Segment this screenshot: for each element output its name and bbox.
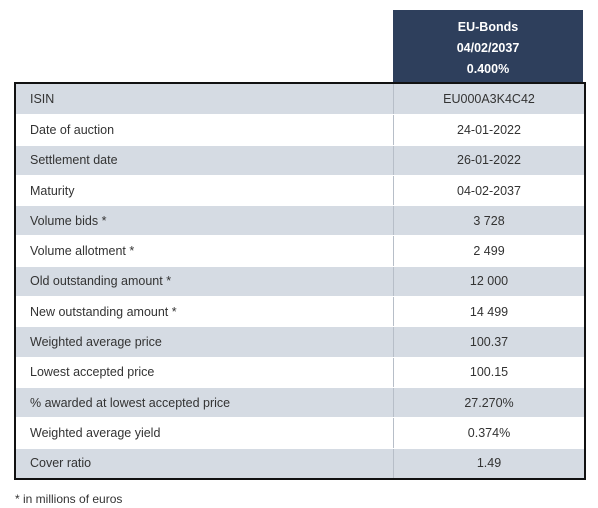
- table-row: Settlement date 26-01-2022: [16, 144, 584, 175]
- row-value: 27.270%: [464, 395, 514, 410]
- row-label: Settlement date: [16, 145, 394, 175]
- row-label: ISIN: [16, 84, 394, 115]
- row-value: 2 499: [473, 244, 505, 259]
- bond-header: EU-Bonds 04/02/2037 0.400%: [393, 10, 583, 83]
- table-row: Volume allotment * 2 499: [16, 235, 584, 266]
- row-value: 14 499: [469, 304, 509, 319]
- header-line: 04/02/2037: [456, 41, 520, 55]
- table-row: % awarded at lowest accepted price 27.270…: [16, 386, 584, 418]
- row-value: 100.15: [469, 365, 509, 380]
- table-row: ISIN EU000A3K4C42: [16, 84, 584, 115]
- row-label: Old outstanding amount *: [16, 266, 394, 297]
- table-row: Cover ratio 1.49: [16, 447, 584, 478]
- row-label: Volume allotment *: [16, 236, 394, 266]
- row-value: 0.374%: [467, 425, 511, 440]
- table-row: Weighted average price 100.37: [16, 326, 584, 357]
- row-label: % awarded at lowest accepted price: [16, 387, 394, 418]
- table-row: Lowest accepted price 100.15: [16, 356, 584, 387]
- header-line: EU-Bonds: [457, 20, 519, 34]
- row-label: Cover ratio: [16, 448, 394, 478]
- row-label: Maturity: [16, 175, 394, 206]
- row-value: 3 728: [473, 213, 505, 228]
- row-value: 12 000: [469, 274, 509, 289]
- table-row: New outstanding amount * 14 499: [16, 296, 584, 327]
- row-value: EU000A3K4C42: [443, 92, 535, 107]
- row-value: 24-01-2022: [457, 122, 521, 137]
- row-label: Weighted average yield: [16, 418, 394, 448]
- row-value: 1.49: [476, 456, 502, 471]
- row-value: 100.37: [469, 335, 509, 350]
- row-label: Weighted average price: [16, 327, 394, 357]
- row-value: 04-02-2037: [457, 183, 521, 198]
- header-line: 0.400%: [466, 62, 510, 76]
- row-label: Lowest accepted price: [16, 357, 394, 387]
- footnote: * in millions of euros: [15, 492, 123, 506]
- row-value: 26-01-2022: [457, 153, 521, 168]
- table-row: Volume bids * 3 728: [16, 205, 584, 236]
- table-row: Old outstanding amount * 12 000: [16, 265, 584, 297]
- table-row: Date of auction 24-01-2022: [16, 114, 584, 145]
- auction-table: ISIN EU000A3K4C42 Date of auction 24-01-202…: [14, 82, 586, 480]
- row-label: Volume bids *: [16, 206, 394, 236]
- row-label: Date of auction: [16, 115, 394, 145]
- table-row: Maturity 04-02-2037: [16, 174, 584, 206]
- row-label: New outstanding amount *: [16, 297, 394, 327]
- table-row: Weighted average yield 0.374%: [16, 417, 584, 448]
